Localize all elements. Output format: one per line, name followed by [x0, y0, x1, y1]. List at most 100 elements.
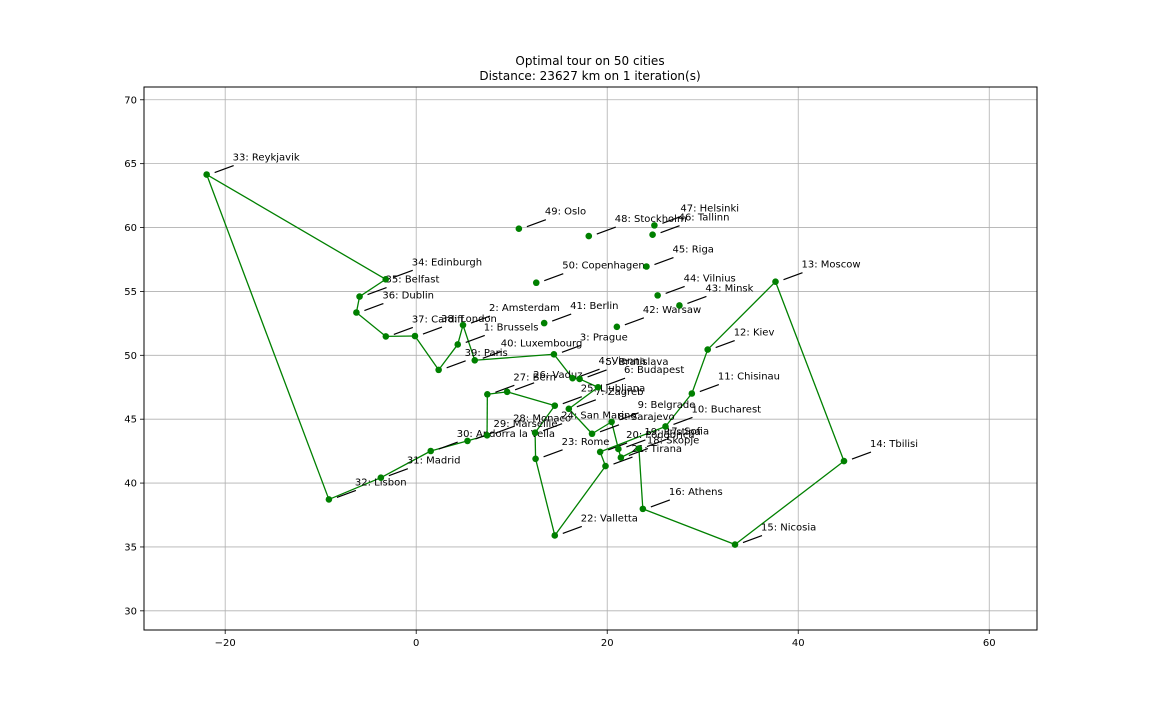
- city-marker: [503, 388, 511, 396]
- route-segment: [579, 378, 599, 388]
- route-segment: [691, 349, 709, 394]
- city-label: 32: Lisbon: [355, 477, 407, 488]
- city-label: 15: Nicosia: [761, 523, 816, 534]
- route-segment: [359, 278, 387, 298]
- city-label: 35: Belfast: [386, 275, 440, 286]
- x-tick-label: −20: [215, 638, 236, 649]
- route-segment: [462, 324, 476, 361]
- city-marker: [550, 350, 558, 358]
- city-marker: [484, 390, 491, 398]
- city-marker: [569, 374, 576, 382]
- city-marker: [596, 448, 604, 456]
- route-segment: [664, 393, 693, 427]
- city-marker: [551, 402, 559, 409]
- city-label: 7: Zagreb: [595, 387, 644, 398]
- label-leader-line: [654, 256, 674, 266]
- label-leader-line: [662, 215, 682, 224]
- label-leader-line: [665, 285, 685, 294]
- label-leader-line: [542, 423, 563, 432]
- label-leader-line: [562, 525, 582, 535]
- label-leader-line: [438, 441, 458, 450]
- city-marker: [585, 232, 593, 240]
- label-leader-line: [422, 326, 443, 335]
- city-marker: [203, 171, 210, 178]
- city-label: 40: Luxembourg: [501, 338, 583, 349]
- city-marker: [772, 278, 779, 286]
- city-marker: [459, 321, 467, 329]
- city-label: 23: Rome: [562, 437, 610, 448]
- route-segment: [554, 465, 607, 536]
- label-leader-line: [596, 226, 616, 235]
- city-marker: [471, 356, 479, 364]
- label-leader-line: [587, 369, 607, 378]
- label-leader-line: [393, 326, 414, 335]
- route-segment: [506, 391, 555, 407]
- city-marker: [602, 462, 609, 470]
- city-label: 30: Andorra la Vella: [457, 429, 555, 440]
- route-segment: [457, 324, 464, 345]
- label-leader-line: [482, 350, 502, 359]
- city-label: 45: Riga: [672, 245, 713, 256]
- route-segment: [438, 344, 459, 371]
- route-segment: [206, 173, 387, 280]
- label-leader-line: [465, 334, 485, 344]
- chart-subtitle: Distance: 23627 km on 1 iteration(s): [479, 69, 700, 83]
- label-leader-line: [367, 286, 387, 296]
- route-segment: [380, 450, 432, 479]
- city-marker: [551, 532, 559, 539]
- label-leader-line: [673, 416, 693, 426]
- city-marker: [464, 437, 471, 445]
- label-leader-line: [576, 399, 597, 408]
- city-marker: [540, 319, 548, 327]
- label-leader-line: [543, 449, 563, 458]
- city-label: 34: Edinburgh: [412, 257, 482, 268]
- city-marker: [613, 323, 621, 331]
- route-segment: [414, 335, 440, 371]
- label-leader-line: [715, 339, 735, 349]
- city-marker: [594, 383, 602, 391]
- y-tick-label: 60: [124, 223, 137, 234]
- label-leader-line: [214, 164, 234, 174]
- city-marker: [704, 346, 711, 353]
- city-label: 43: Minsk: [705, 283, 753, 294]
- label-leader-line: [650, 499, 671, 508]
- city-marker: [617, 454, 625, 461]
- city-label: 49: Oslo: [545, 207, 586, 218]
- x-tick-label: 0: [413, 638, 419, 649]
- city-label: 18: Skopje: [647, 436, 699, 447]
- city-marker: [325, 496, 333, 503]
- route-segment: [553, 353, 574, 379]
- city-marker: [411, 332, 419, 340]
- city-marker: [643, 263, 650, 270]
- city-marker: [377, 474, 385, 482]
- route-segment: [642, 508, 736, 546]
- label-leader-line: [561, 344, 582, 353]
- route-segment: [591, 421, 612, 435]
- route-segment: [328, 477, 382, 501]
- grid-lines: [144, 87, 1037, 630]
- city-label: 31: Madrid: [407, 456, 461, 467]
- city-label: 14: Tbilisi: [870, 439, 918, 450]
- city-marker: [654, 292, 661, 299]
- city-label: 25: Ljubljana: [581, 384, 645, 395]
- chart-title: Optimal tour on 50 cities: [515, 54, 664, 68]
- city-label: 8: Sarajevo: [618, 412, 675, 423]
- city-label: 41: Berlin: [570, 301, 618, 312]
- label-leader-line: [562, 396, 582, 405]
- city-label: 19: Pristina: [644, 427, 700, 438]
- label-leader-line: [646, 439, 667, 448]
- city-label: 44: Vilnius: [684, 273, 736, 284]
- y-tick-label: 55: [124, 287, 137, 298]
- y-tick-label: 50: [124, 351, 137, 362]
- label-leader-line: [619, 412, 639, 421]
- route-segment: [610, 421, 620, 450]
- city-marker: [382, 275, 390, 283]
- label-leader-line: [851, 451, 872, 460]
- tour-route: [206, 173, 845, 546]
- city-label: 1: Brussels: [484, 322, 539, 333]
- city-marker: [483, 431, 491, 439]
- city-marker: [353, 309, 360, 316]
- city-label: 50: Copenhagen: [562, 261, 645, 272]
- label-leader-line: [364, 302, 384, 312]
